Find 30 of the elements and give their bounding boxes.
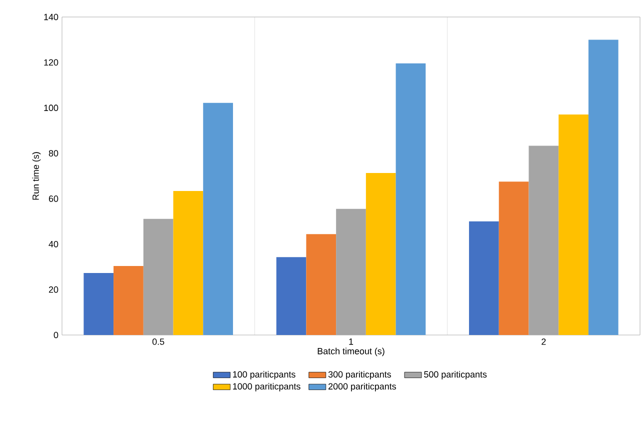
x-tick-label: 1 bbox=[349, 338, 354, 345]
y-tick-label: 100 bbox=[44, 104, 58, 112]
bar bbox=[366, 173, 396, 335]
y-tick-label: 120 bbox=[44, 59, 58, 66]
y-tick-label: 40 bbox=[48, 240, 58, 248]
bar bbox=[173, 190, 204, 335]
bar bbox=[588, 40, 618, 335]
bar bbox=[558, 114, 588, 335]
bar bbox=[114, 266, 144, 335]
legend-label: 100 pariticpants bbox=[233, 370, 296, 380]
y-tick-label: 60 bbox=[48, 196, 58, 202]
bar bbox=[396, 63, 426, 335]
bar bbox=[498, 182, 529, 335]
bar bbox=[84, 272, 114, 335]
bar bbox=[469, 221, 499, 335]
x-tick-label: 2 bbox=[542, 338, 546, 345]
x-tick-label: 0.5 bbox=[152, 338, 164, 345]
y-tick-label: 20 bbox=[48, 286, 58, 293]
y-tick-label: 80 bbox=[48, 150, 58, 156]
y-tick-label: 140 bbox=[44, 14, 58, 20]
legend-label: 1000 pariticpants bbox=[233, 382, 300, 392]
y-tick-label: 0 bbox=[54, 332, 58, 338]
legend-label: 2000 pariticpants bbox=[328, 382, 396, 392]
x-axis-title: Batch timeout (s) bbox=[318, 348, 384, 356]
y-axis-title: Run time (s) bbox=[32, 152, 41, 200]
bar bbox=[203, 102, 233, 335]
bar bbox=[276, 257, 306, 335]
legend-label: 300 pariticpants bbox=[328, 370, 392, 380]
legend-label: 500 pariticpants bbox=[424, 370, 487, 380]
bar bbox=[306, 234, 336, 335]
